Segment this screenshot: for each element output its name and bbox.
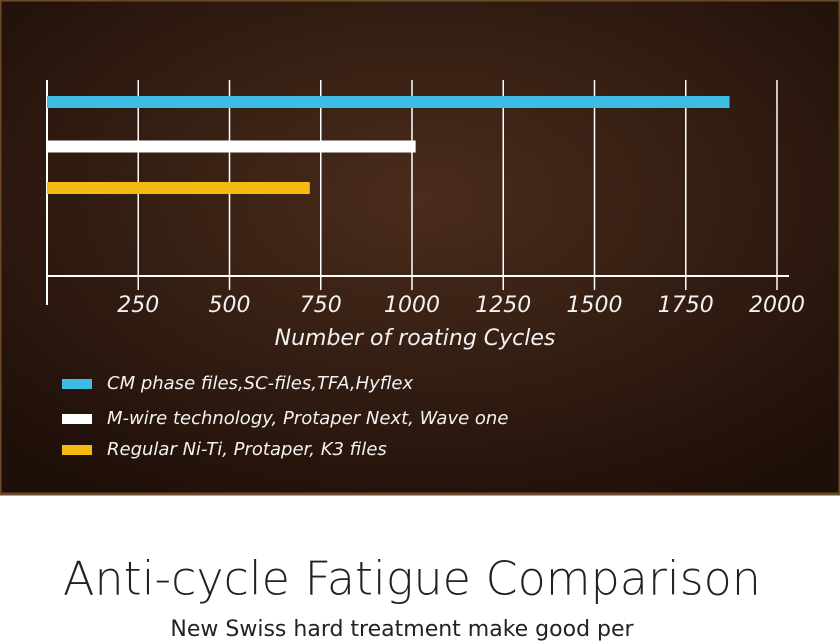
bar <box>47 182 310 194</box>
bar <box>47 140 416 153</box>
title: Anti-cycle Fatigue Comparison <box>63 552 761 606</box>
subtitle: New Swiss hard treatment make good per <box>170 617 634 642</box>
x-axis-title: Number of roating Cycles <box>275 326 556 351</box>
legend-swatch <box>62 445 92 455</box>
x-tick-label: 1000 <box>384 293 440 318</box>
legend-label: Regular Ni-Ti, Protaper, K3 files <box>107 439 387 460</box>
x-tick-label: 2000 <box>749 293 805 318</box>
legend-label: CM phase files,SC-files,TFA,Hyflex <box>107 373 414 394</box>
legend-swatch <box>62 414 92 424</box>
x-tick-label: 1250 <box>475 293 531 318</box>
x-tick-label: 1500 <box>567 293 623 318</box>
x-tick-label: 750 <box>300 293 342 318</box>
bar <box>47 96 730 108</box>
legend-swatch <box>62 379 92 389</box>
x-tick-label: 1750 <box>658 293 714 318</box>
legend-label: M-wire technology, Protaper Next, Wave o… <box>107 408 508 429</box>
panel-background <box>0 0 840 496</box>
x-tick-label: 250 <box>117 293 159 318</box>
x-tick-label: 500 <box>209 293 251 318</box>
